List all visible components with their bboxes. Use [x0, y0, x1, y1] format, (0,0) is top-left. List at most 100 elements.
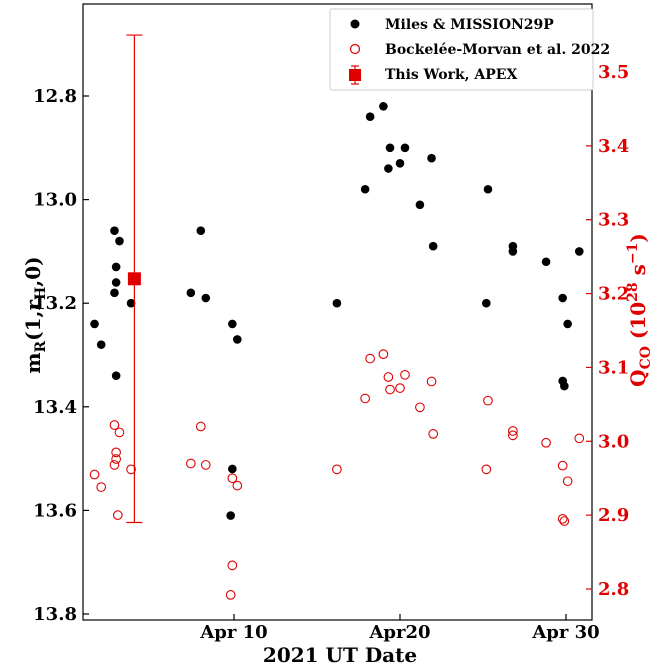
legend-entry-apex: This Work, APEX [349, 65, 517, 85]
right-tick-label: 3.1 [598, 357, 629, 378]
miles-point [384, 164, 393, 173]
x-axis-ticks: Apr 10 Apr20 Apr 30 [199, 614, 600, 643]
bockelee-point [195, 421, 206, 432]
miles-point [126, 298, 136, 308]
plot-frame [82, 3, 593, 621]
miles-point [563, 319, 572, 329]
legend-box [329, 8, 594, 91]
axes [82, 3, 593, 621]
bockelee-point [89, 469, 100, 480]
bockelee-point [111, 454, 121, 464]
miles-point [482, 298, 491, 308]
miles-point [96, 340, 106, 349]
legend-marker-square [349, 69, 361, 81]
bockelee-point [111, 447, 121, 458]
right-y-axis-ticks: 2.8 2.9 3.0 3.1 3.2 3.3 3.4 3.5 [586, 62, 629, 600]
legend-marker-filled-circle [350, 19, 360, 29]
bockelee-point [360, 393, 370, 404]
miles-point [111, 371, 121, 381]
left-y-axis-ticks: 12.8 13.0 13.2 13.4 13.6 13.8 [33, 86, 89, 625]
right-y-axis-title: QCO (1028 s−1) [625, 233, 654, 387]
bockelee-point [96, 482, 107, 492]
bockelee-point [415, 402, 425, 413]
right-tick-label: 2.8 [598, 579, 629, 600]
miles-point [115, 236, 124, 246]
bockelee-point [557, 460, 568, 471]
miles-point [226, 511, 235, 520]
right-tick-label: 3.0 [598, 431, 629, 452]
miles-point [111, 278, 121, 287]
miles-point [332, 298, 342, 308]
miles-point [428, 241, 438, 251]
apex-point [127, 272, 141, 286]
miles-point [90, 319, 99, 329]
miles-point [110, 226, 119, 235]
miles-point [508, 247, 518, 256]
miles-point [360, 184, 370, 194]
bockelee-point [365, 353, 375, 364]
bockelee-point [200, 460, 211, 470]
miles-point [558, 293, 567, 303]
legend-marker-open-circle [349, 43, 361, 55]
bockelee-point [114, 427, 125, 438]
bockelee-point [227, 473, 238, 484]
x-tick-label: Apr 10 [199, 622, 267, 643]
svg-text:QCO (1028 s−1): QCO (1028 s−1) [625, 233, 654, 387]
bockelee-point [225, 590, 236, 600]
miles-point [379, 102, 388, 111]
miles-point [560, 381, 569, 391]
right-tick-label: 3.2 [598, 284, 629, 305]
left-tick-label: 13.0 [33, 190, 77, 211]
miles-point [365, 112, 375, 122]
legend-entry-miles: Miles & MISSION29P [350, 17, 554, 33]
legend-entry-bockelee: Bockelée-Morvan et al. 2022 [349, 42, 610, 58]
bockelee-point [574, 433, 585, 444]
miles-point [233, 335, 242, 344]
legend-label-bockelee: Bockelée-Morvan et al. 2022 [385, 42, 610, 58]
bockelee-point [541, 437, 551, 448]
x-tick-label: Apr 30 [531, 622, 599, 643]
left-tick-label: 13.2 [33, 293, 77, 314]
bockelee-point [232, 480, 243, 491]
legend: Miles & MISSION29P Bockelée-Morvan et al… [329, 8, 610, 91]
miles-point [196, 226, 206, 235]
right-tick-label: 3.4 [598, 136, 629, 157]
miles-point [110, 288, 119, 298]
bockelee-point [395, 383, 405, 393]
right-tick-label: 3.3 [598, 210, 629, 231]
bockelee-point [109, 460, 120, 470]
bockelee-point [227, 560, 238, 571]
miles-point [541, 257, 551, 267]
left-y-axis-title: mR(1,rH,0) [21, 256, 49, 373]
miles-point [186, 288, 196, 298]
bockelee-point [383, 372, 394, 382]
miles-point [415, 200, 425, 210]
miles-point [427, 153, 436, 163]
miles-point [574, 247, 584, 256]
bockelee-point [185, 458, 196, 469]
x-axis-title: 2021 UT Date [263, 643, 417, 667]
bockelee-point [508, 426, 518, 436]
miles-point [228, 464, 237, 474]
left-tick-label: 13.8 [33, 604, 77, 625]
bockelee-point [428, 429, 439, 439]
miles-point [228, 319, 237, 329]
svg-text:mR(1,rH,0): mR(1,rH,0) [21, 256, 49, 373]
right-tick-label: 3.5 [598, 62, 629, 83]
plot-area [89, 34, 585, 600]
miles-point [111, 262, 121, 272]
miles-point [483, 184, 493, 194]
bockelee-point [332, 464, 342, 475]
legend-label-miles: Miles & MISSION29P [385, 17, 554, 33]
bockelee-point [400, 369, 410, 380]
miles-point [201, 293, 211, 303]
left-tick-label: 12.8 [33, 86, 77, 107]
right-tick-label: 2.9 [598, 505, 629, 526]
legend-label-apex: This Work, APEX [385, 67, 517, 83]
miles-point [400, 143, 410, 153]
bockelee-point [559, 516, 570, 526]
x-tick-label: Apr20 [368, 622, 430, 643]
bockelee-point [481, 464, 492, 475]
bockelee-point [426, 376, 437, 387]
